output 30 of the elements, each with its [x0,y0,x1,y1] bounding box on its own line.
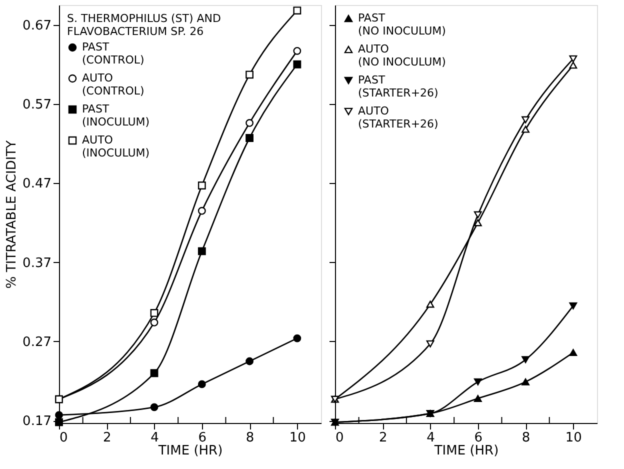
y-tick-label: 0.27 [22,334,52,350]
x-axis-title: TIME (HR) [157,444,223,458]
x-tick-label: 2 [378,430,388,446]
text: S. THERMOPHILUS (ST) AND FLAVOBACTERIUM SP. 26 [67,12,221,38]
y-axis-title: % TITRATABLE ACIDITY [4,140,20,289]
x-tick-label: 2 [102,430,112,446]
legend-label: AUTO (NO INOCULUM) [358,42,446,68]
x-tick-label: 10 [565,430,582,446]
x-tick-label: 10 [289,430,306,446]
y-tick-label: 0.17 [22,414,52,430]
x-axis-title: TIME (HR) [433,444,499,458]
x-tick-label: 0 [60,430,68,446]
x-tick-label: 6 [198,430,207,446]
x-tick-label: 4 [150,430,159,446]
y-tick-label: 0.67 [22,18,52,34]
y-tick-label: 0.57 [22,97,52,112]
y-tick-label: 0.47 [22,176,52,192]
legend-label: AUTO (STARTER+26) [358,104,438,130]
legend-label: AUTO (INOCULUM) [82,134,150,160]
x-tick-label: 8 [522,430,530,446]
legend-label: PAST (NO INOCULUM) [358,12,446,38]
x-tick-label: 0 [336,430,344,446]
legend-label: PAST (CONTROL) [82,40,144,66]
legend-label: PAST (STARTER+26) [358,74,438,100]
y-tick-label: 0.37 [22,256,52,271]
x-tick-label: 4 [426,430,435,446]
legend-label: PAST (INOCULUM) [82,102,150,128]
x-tick-label: 8 [246,430,254,446]
legend-label: AUTO (CONTROL) [82,72,144,98]
x-tick-label: 6 [474,430,483,446]
